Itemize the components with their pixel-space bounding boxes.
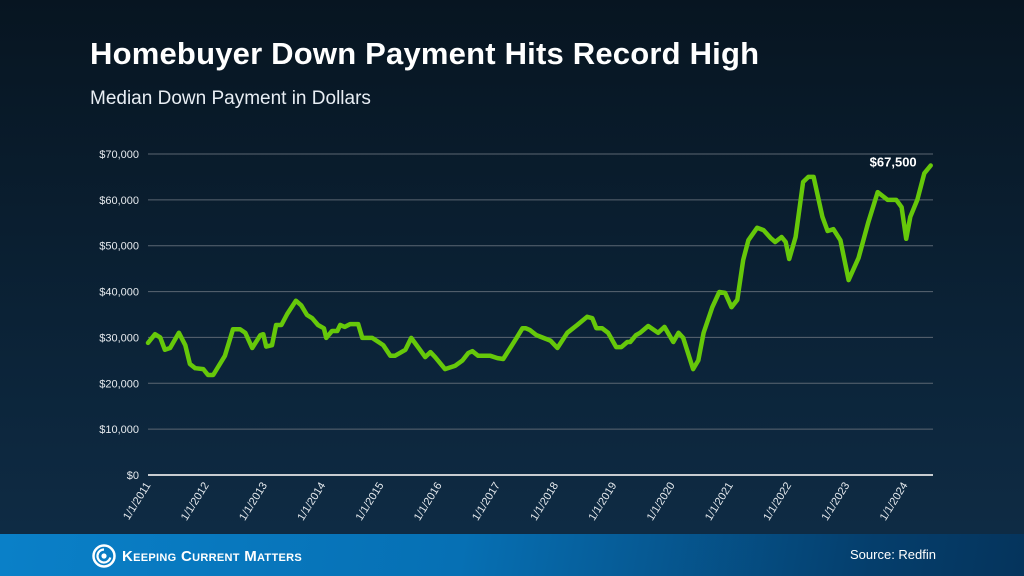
data-label-latest: $67,500 bbox=[870, 154, 917, 169]
y-tick-label: $0 bbox=[127, 470, 139, 482]
y-tick-label: $30,000 bbox=[99, 332, 139, 344]
line-chart: $0 $10,000 $20,000 $30,000 $40,000 $50,000 $60… bbox=[99, 149, 933, 523]
y-tick-label: $50,000 bbox=[99, 241, 139, 253]
x-tick-label: 1/1/2022 bbox=[761, 480, 794, 523]
brand-name: Keeping Current Matters bbox=[122, 547, 302, 565]
x-tick-label: 1/1/2013 bbox=[237, 480, 270, 523]
x-tick-label: 1/1/2012 bbox=[179, 480, 212, 523]
x-tick-label: 1/1/2014 bbox=[295, 480, 328, 523]
x-tick-label: 1/1/2024 bbox=[878, 480, 911, 523]
brand-logo: Keeping Current Matters bbox=[92, 544, 302, 568]
chart-title: Homebuyer Down Payment Hits Record High bbox=[90, 36, 760, 71]
y-tick-label: $70,000 bbox=[99, 149, 139, 161]
x-tick-label: 1/1/2021 bbox=[703, 480, 736, 523]
footer-bar: Keeping Current Matters Source: Redfin bbox=[0, 534, 1024, 576]
swirl-logo-icon bbox=[92, 544, 116, 568]
x-tick-label: 1/1/2018 bbox=[528, 480, 561, 523]
y-tick-label: $10,000 bbox=[99, 424, 139, 436]
x-tick-label: 1/1/2015 bbox=[354, 480, 387, 523]
source-note: Source: Redfin bbox=[850, 547, 936, 562]
x-tick-label: 1/1/2016 bbox=[412, 480, 445, 523]
y-tick-label: $20,000 bbox=[99, 378, 139, 390]
x-tick-label: 1/1/2020 bbox=[645, 480, 678, 523]
y-tick-label: $40,000 bbox=[99, 287, 139, 299]
x-tick-label: 1/1/2019 bbox=[587, 480, 620, 523]
y-tick-label: $60,000 bbox=[99, 195, 139, 207]
x-tick-label: 1/1/2023 bbox=[819, 480, 852, 523]
series-line-median-down-payment bbox=[145, 163, 933, 378]
x-tick-label: 1/1/2017 bbox=[470, 480, 503, 523]
x-tick-label: 1/1/2011 bbox=[121, 480, 153, 522]
chart-subtitle: Median Down Payment in Dollars bbox=[90, 88, 371, 109]
